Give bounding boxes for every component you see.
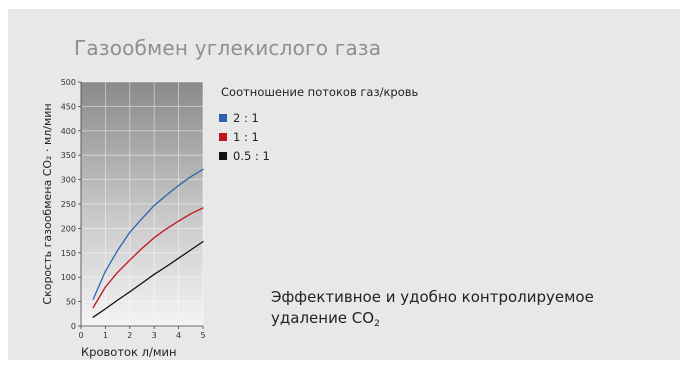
caption-line-2: удаление CO2 — [271, 308, 594, 335]
y-tick-label: 100 — [61, 273, 76, 282]
x-tick-label: 5 — [200, 331, 205, 340]
y-tick-label: 250 — [61, 200, 76, 209]
y-tick-label: 150 — [61, 249, 76, 258]
y-tick-label: 400 — [61, 127, 76, 136]
x-tick-label: 1 — [103, 331, 108, 340]
page-title: Газообмен углекислого газа — [74, 36, 382, 60]
series-line-3 — [92, 240, 204, 318]
x-axis-label: Кровоток л/мин — [81, 345, 177, 359]
y-tick-label: 450 — [61, 102, 76, 111]
x-tick-label: 3 — [152, 331, 157, 340]
caption: Эффективное и удобно контролируемое удал… — [271, 287, 594, 335]
caption-line-1: Эффективное и удобно контролируемое — [271, 288, 594, 306]
y-axis-label: Скорость газообмена CO₂ · мл/мин — [41, 103, 54, 304]
axes — [78, 81, 204, 329]
y-tick-label: 300 — [61, 176, 76, 185]
caption-line-2-text: удаление CO — [271, 309, 375, 327]
legend-label: 0.5 : 1 — [233, 149, 270, 163]
legend-label: 2 : 1 — [233, 111, 259, 125]
y-tick-label: 0 — [71, 322, 76, 331]
y-tick-label: 200 — [61, 224, 76, 233]
legend-swatch — [219, 114, 227, 122]
grid — [81, 81, 204, 326]
y-tick-label: 50 — [66, 298, 76, 307]
x-tick-label: 2 — [127, 331, 132, 340]
x-tick-label: 0 — [78, 331, 83, 340]
legend-swatch — [219, 152, 227, 160]
legend-title: Соотношение потоков газ/кровь — [221, 85, 419, 99]
legend-label: 1 : 1 — [233, 130, 259, 144]
x-tick-label: 4 — [176, 331, 181, 340]
series-line-1 — [92, 168, 204, 300]
legend-swatch — [219, 133, 227, 141]
tick-labels: 0 50 100 150 200 250 300 350 400 450 500 0 1 2 3 4 5 — [61, 78, 206, 340]
legend-item: 1 : 1 — [219, 130, 259, 144]
series-line-2 — [92, 207, 204, 309]
series-lines — [92, 168, 204, 318]
legend-item: 0.5 : 1 — [219, 149, 270, 163]
legend-item: 2 : 1 — [219, 111, 259, 125]
y-tick-label: 500 — [61, 78, 76, 87]
y-tick-label: 350 — [61, 151, 76, 160]
caption-subscript: 2 — [374, 319, 380, 329]
